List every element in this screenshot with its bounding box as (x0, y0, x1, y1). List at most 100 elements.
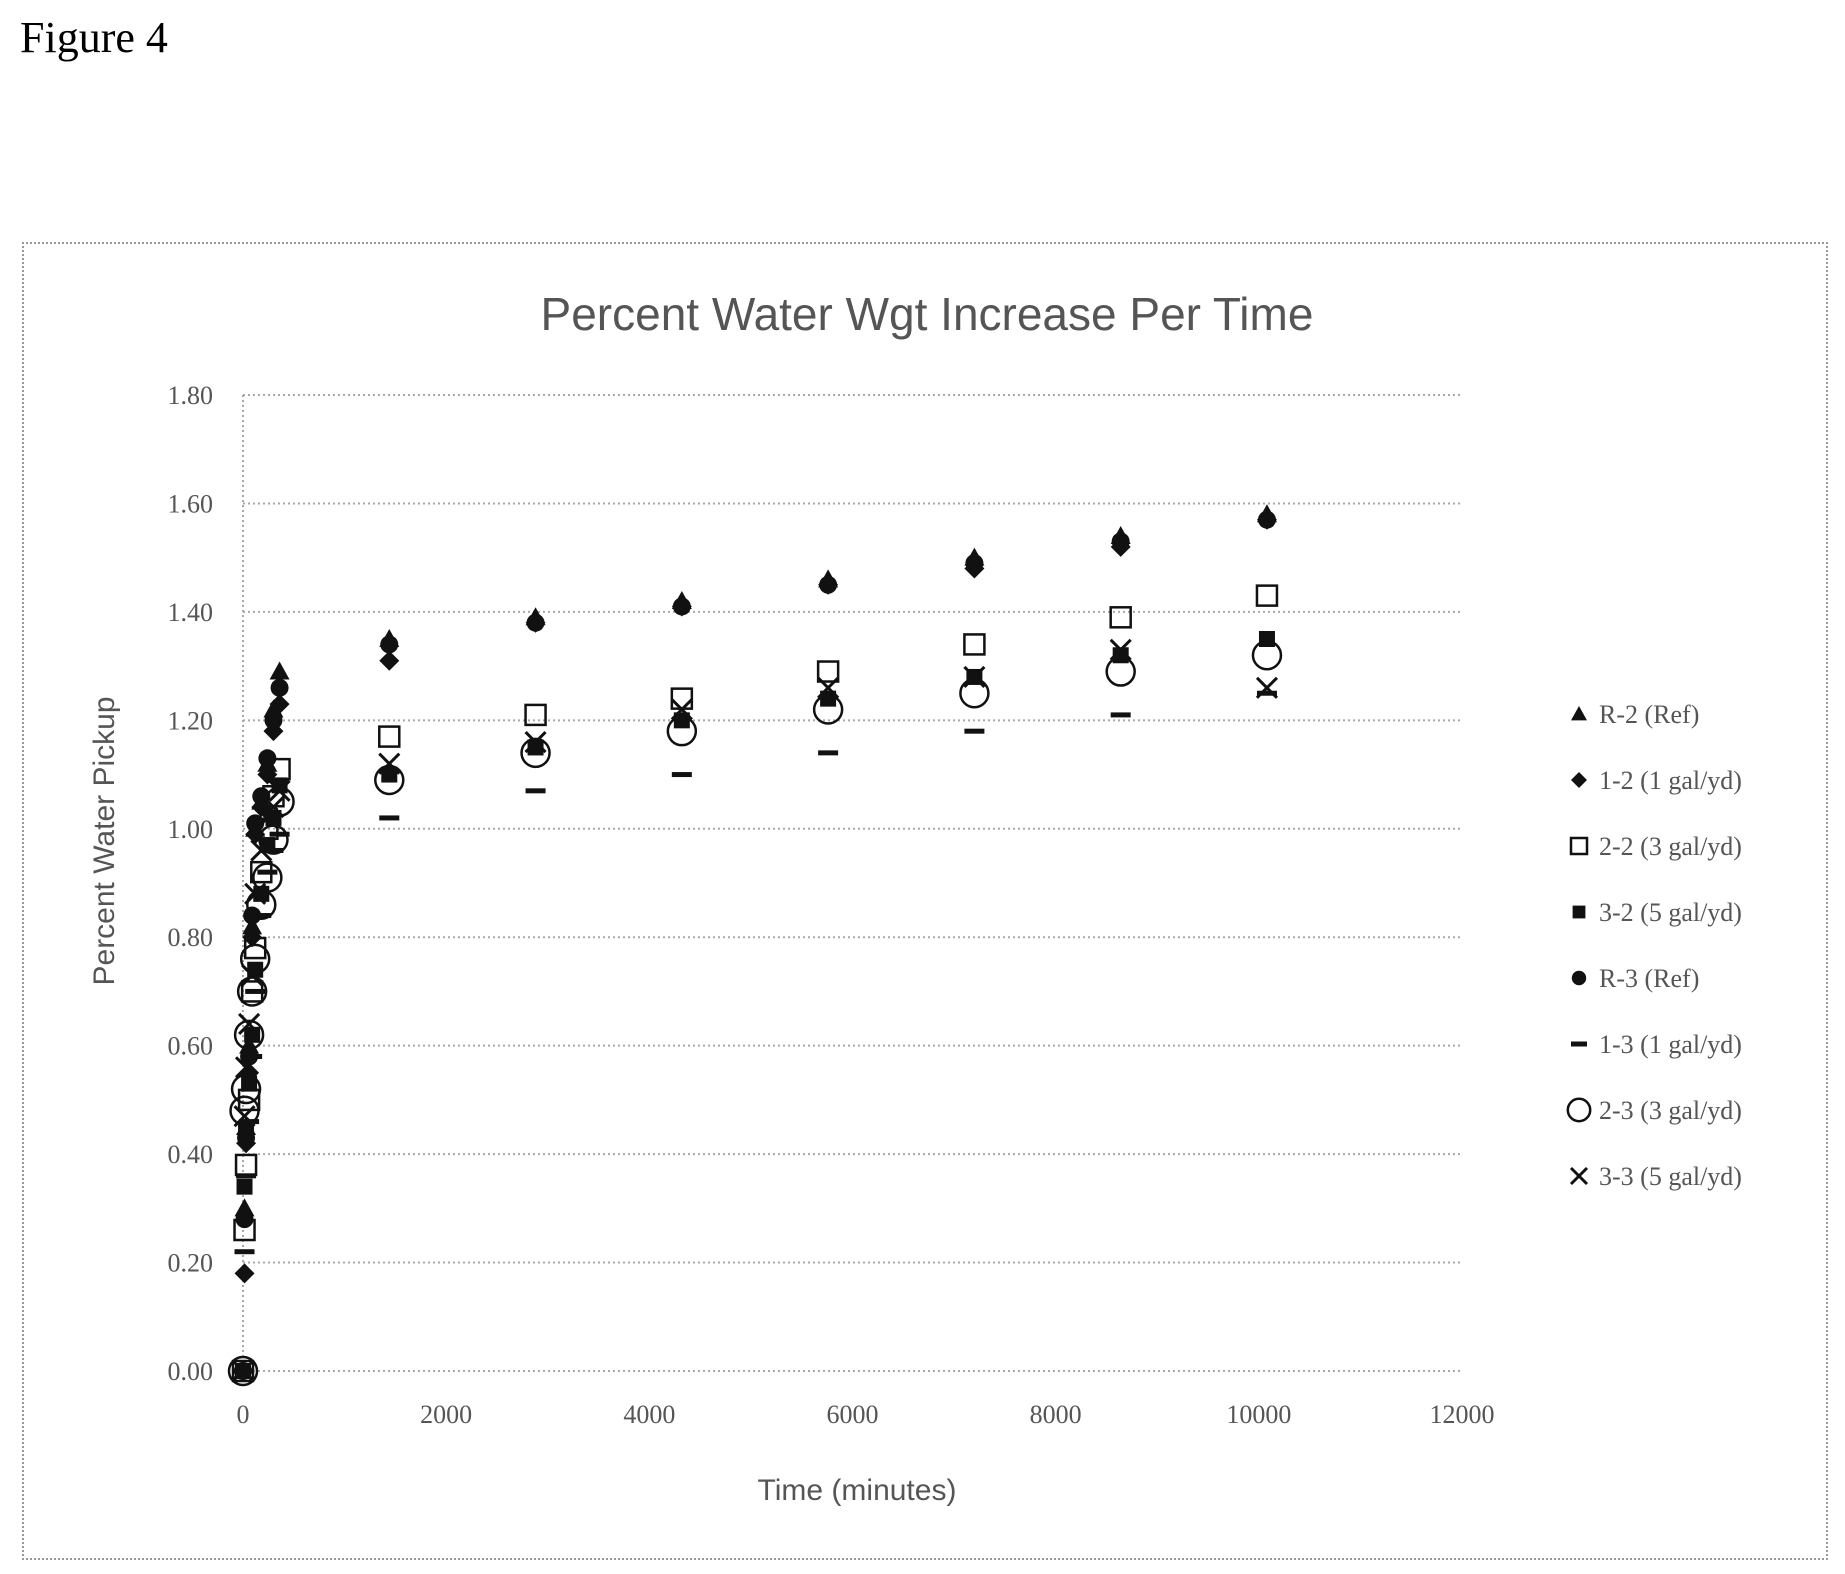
x-tick-label: 0 (237, 1400, 250, 1429)
legend-label: 3-2 (5 gal/yd) (1599, 898, 1742, 927)
legend-item: 1-2 (1 gal/yd) (1571, 766, 1742, 795)
legend-item: 1-3 (1 gal/yd) (1571, 1030, 1742, 1059)
legend-marker (1571, 970, 1587, 986)
data-point (236, 976, 268, 1007)
legend-marker (1571, 1041, 1587, 1047)
data-point (229, 1095, 260, 1126)
data-point (670, 687, 694, 710)
x-tick-label: 6000 (827, 1400, 879, 1429)
data-point (230, 1073, 262, 1105)
data-point (524, 730, 547, 754)
data-point (244, 882, 267, 905)
legend-label: 2-2 (3 gal/yd) (1599, 832, 1742, 861)
data-point (380, 635, 399, 654)
series-circle (234, 510, 1276, 1380)
x-tick-label: 10000 (1226, 1400, 1291, 1429)
data-point (237, 1128, 256, 1147)
data-point (250, 839, 273, 862)
data-point (242, 1054, 263, 1060)
legend-marker (1569, 836, 1589, 856)
data-point (251, 913, 272, 919)
data-point (244, 1026, 261, 1043)
data-point (526, 613, 545, 632)
legend-label: 1-3 (1 gal/yd) (1599, 1030, 1742, 1059)
data-point (1110, 712, 1131, 718)
y-tick-label: 1.40 (168, 598, 214, 627)
data-point (241, 964, 264, 987)
data-point (379, 815, 400, 821)
data-point (1256, 690, 1277, 696)
data-point (381, 766, 398, 783)
y-tick-label: 0.20 (168, 1249, 214, 1278)
data-point (1109, 638, 1132, 661)
data-point (258, 749, 277, 768)
series-filled-square (235, 631, 1275, 1379)
data-point (234, 1153, 258, 1177)
y-axis-title: Percent Water Pickup (88, 697, 121, 986)
data-point (816, 660, 840, 683)
data-point (672, 597, 691, 616)
data-point (818, 750, 839, 756)
data-point (269, 831, 290, 837)
legend-label: R-2 (Ref) (1599, 700, 1699, 729)
y-tick-label: 1.80 (168, 381, 214, 410)
data-point (262, 796, 285, 819)
data-point (525, 788, 546, 794)
data-point (263, 721, 284, 742)
legend-item: 2-3 (3 gal/yd) (1566, 1096, 1742, 1125)
data-point (264, 711, 283, 730)
data-point (959, 677, 990, 709)
legend-marker (1566, 1097, 1592, 1123)
data-point (379, 650, 400, 671)
data-point (812, 694, 844, 725)
data-point (374, 764, 405, 796)
legend-marker (1571, 706, 1587, 721)
data-point (257, 869, 278, 875)
y-tick-label: 0.80 (168, 923, 214, 952)
data-point (520, 737, 551, 769)
data-point (233, 1105, 256, 1128)
data-point (269, 661, 290, 680)
data-point (1257, 510, 1276, 529)
data-points (227, 504, 1283, 1387)
data-point (268, 779, 291, 802)
chart-title: Percent Water Wgt Increase Per Time (541, 288, 1314, 340)
data-point (1109, 606, 1132, 629)
data-point (263, 847, 284, 853)
legend-item: 2-2 (3 gal/yd) (1569, 832, 1742, 861)
x-tick-label: 4000 (623, 1400, 675, 1429)
data-point (819, 575, 838, 594)
data-point (241, 1075, 258, 1092)
y-tick-label: 1.00 (168, 815, 214, 844)
data-point (1105, 656, 1136, 687)
x-tick-label: 12000 (1430, 1400, 1495, 1429)
data-point (247, 961, 264, 978)
tick-labels: 0.00 0.20 0.40 0.60 0.80 1.00 1.20 1.40 1.60 1.80… (168, 381, 1495, 1429)
data-point (252, 862, 283, 893)
series-open-circle (227, 640, 1283, 1387)
legend-marker (1569, 1166, 1589, 1186)
data-point (234, 1249, 255, 1255)
data-point (670, 698, 693, 721)
data-point (673, 712, 690, 729)
data-point (378, 752, 401, 775)
data-point (964, 728, 985, 734)
legend-label: R-3 (Ref) (1599, 964, 1699, 993)
legend-item: R-2 (Ref) (1571, 700, 1699, 729)
data-point (963, 665, 986, 689)
chart-frame: Percent Water Wgt Increase Per Time 0.00… (22, 242, 1828, 1560)
data-point (227, 1355, 259, 1387)
legend-marker (1571, 772, 1587, 788)
y-tick-label: 0.40 (168, 1140, 214, 1169)
data-point (378, 725, 401, 748)
data-point (270, 678, 289, 697)
data-point (1258, 631, 1275, 647)
data-point (1255, 676, 1279, 699)
figure-label: Figure 4 (20, 13, 168, 62)
legend-item: 3-3 (5 gal/yd) (1569, 1162, 1742, 1191)
data-point (246, 814, 265, 833)
data-point (269, 694, 290, 715)
y-tick-label: 0.00 (168, 1357, 214, 1386)
legend-label: 2-3 (3 gal/yd) (1599, 1096, 1742, 1125)
data-point (238, 1012, 261, 1036)
